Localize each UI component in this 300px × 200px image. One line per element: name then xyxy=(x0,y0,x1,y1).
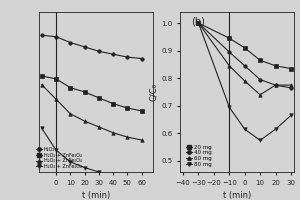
Y-axis label: C/C₀: C/C₀ xyxy=(149,83,158,101)
Legend: 20 mg, 40 mg, 60 mg, 80 mg: 20 mg, 40 mg, 60 mg, 80 mg xyxy=(185,144,212,168)
Text: (b): (b) xyxy=(191,17,205,27)
Legend: H₂O₂, H₂O₂ + ZnFe₂O₄, H₂O₂ + ZnFe₂O₄, H₂O₂ + ZnFe₂O₄: H₂O₂, H₂O₂ + ZnFe₂O₄, H₂O₂ + ZnFe₂O₄, H₂… xyxy=(36,146,82,170)
X-axis label: t (min): t (min) xyxy=(223,191,251,200)
X-axis label: t (min): t (min) xyxy=(82,191,110,200)
